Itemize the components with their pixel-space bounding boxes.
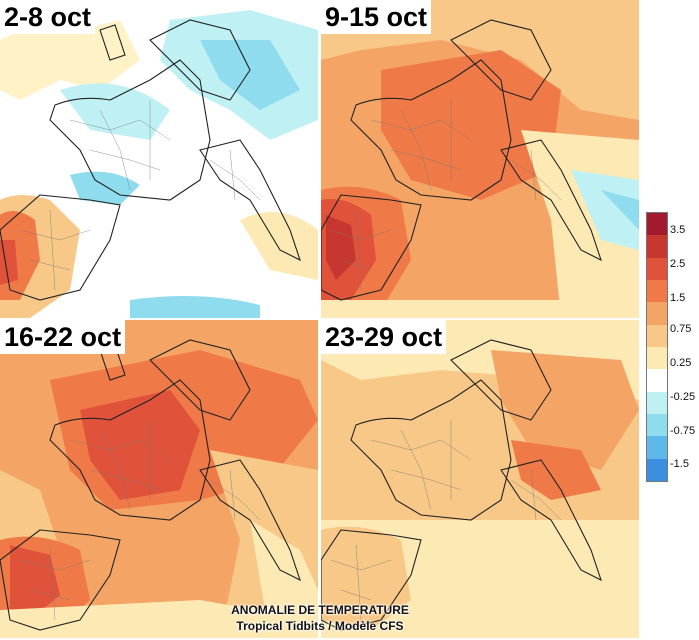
legend-tick: -0.75 <box>670 425 696 437</box>
legend-tick: 0.75 <box>670 323 692 335</box>
legend-swatch <box>647 436 667 459</box>
legend-swatch <box>647 302 667 325</box>
map-panel-9-15-oct: 9-15 oct <box>321 0 639 318</box>
period-label: 23-29 oct <box>321 320 447 354</box>
legend-tick: 0.25 <box>670 357 692 369</box>
panel-divider-horizontal <box>0 318 640 320</box>
legend-tick: -1.5 <box>670 458 689 470</box>
color-legend: 3.5 2.5 1.5 0.75 0.25 -0.25 -0.75 -1.5 <box>644 212 699 482</box>
map-title: ANOMALIE DE TEMPERATURE <box>231 603 409 617</box>
legend-swatch <box>647 346 667 370</box>
legend-swatch <box>647 458 667 481</box>
legend-swatch <box>647 279 667 303</box>
legend-swatch <box>647 257 667 280</box>
period-label: 16-22 oct <box>0 320 126 354</box>
legend-swatch <box>647 213 667 236</box>
legend-swatch <box>647 324 667 347</box>
legend-tick: 1.5 <box>670 292 686 304</box>
period-label: 9-15 oct <box>321 0 432 34</box>
map-panel-16-22-oct: 16-22 oct <box>0 320 318 638</box>
map-panel-2-8-oct: 2-8 oct <box>0 0 318 318</box>
panel-divider-vertical <box>318 0 321 640</box>
legend-tick: 2.5 <box>670 258 686 270</box>
legend-swatch <box>647 235 667 258</box>
anomaly-map <box>321 0 639 318</box>
anomaly-map <box>0 320 318 638</box>
legend-tick: 3.5 <box>670 224 686 236</box>
legend-color-bar <box>646 212 668 482</box>
anomaly-map <box>0 0 318 318</box>
map-source: Tropical Tidbits / Modèle CFS <box>236 619 404 633</box>
legend-tick: -0.25 <box>670 391 696 403</box>
legend-swatch <box>647 391 667 414</box>
anomaly-map <box>321 320 639 638</box>
legend-swatch <box>647 369 667 392</box>
legend-swatch <box>647 413 667 437</box>
period-label: 2-8 oct <box>0 0 96 34</box>
map-panel-23-29-oct: 23-29 oct <box>321 320 639 638</box>
